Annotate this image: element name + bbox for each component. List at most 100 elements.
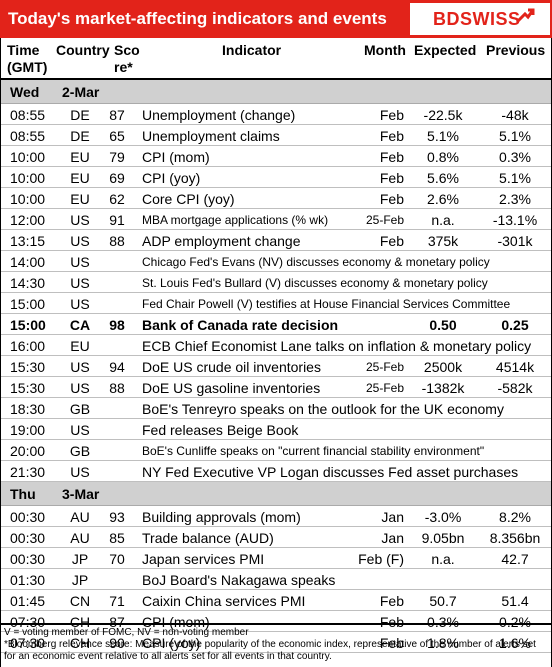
table-row: 10:00 EU 69 CPI (yoy) Feb 5.6% 5.1% — [0, 167, 552, 188]
column-header-score-line1: Sco — [114, 42, 140, 58]
cell-country: EU — [70, 170, 90, 186]
cell-previous: 5.1% — [499, 170, 531, 186]
cell-time: 08:55 — [10, 128, 46, 144]
cell-expected: 0.8% — [427, 149, 459, 165]
table-row: 08:55 DE 87 Unemployment (change) Feb -22.5k -… — [0, 104, 552, 125]
cell-time: 14:00 — [10, 254, 46, 270]
cell-expected: 375k — [427, 233, 459, 249]
cell-country: US — [70, 422, 90, 438]
cell-country: US — [70, 254, 90, 270]
cell-indicator: Chicago Fed's Evans (NV) discusses econo… — [142, 255, 490, 269]
cell-indicator: CPI (mom) — [142, 614, 210, 630]
cell-month: Feb — [379, 170, 404, 186]
column-header-row: Time (GMT) Country Sco re* Indicator Mon… — [0, 38, 552, 80]
cell-country: GB — [69, 443, 91, 459]
cell-expected: -22.5k — [423, 107, 463, 123]
table-body: Wed 2-Mar 08:55 DE 87 Unemployment (change) Fe… — [0, 80, 552, 653]
column-header-expected: Expected — [414, 42, 477, 58]
cell-score: 87 — [109, 107, 125, 123]
cell-country: US — [70, 359, 90, 375]
cell-indicator: CPI (yoy) — [142, 170, 201, 186]
column-header-time: Time (GMT) — [7, 42, 47, 76]
cell-expected: -3.0% — [424, 509, 462, 525]
table-row: 01:30 JP BoJ Board's Nakagawa speaks — [0, 569, 552, 590]
cell-expected: n.a. — [431, 551, 455, 567]
column-header-score-line2: re* — [114, 59, 133, 75]
cell-score: 93 — [109, 509, 125, 525]
cell-previous: 0.25 — [501, 317, 529, 333]
cell-score: 88 — [109, 233, 125, 249]
table-row: 16:00 EU ECB Chief Economist Lane talks on… — [0, 335, 552, 356]
cell-score: 85 — [109, 530, 125, 546]
table-row: 13:15 US 88 ADP employment change Feb 375k -30… — [0, 230, 552, 251]
cell-expected: -1382k — [421, 380, 465, 396]
cell-month: 25-Feb — [365, 381, 404, 395]
cell-country: DE — [70, 128, 90, 144]
cell-time: 10:00 — [10, 191, 46, 207]
cell-indicator: DoE US crude oil inventories — [142, 359, 321, 375]
cell-country: JP — [71, 551, 89, 567]
column-header-score: Sco re* — [114, 42, 140, 76]
day-name: Thu — [10, 486, 36, 502]
cell-indicator: Core CPI (yoy) — [142, 191, 235, 207]
cell-previous: 42.7 — [501, 551, 529, 567]
cell-month: Feb — [379, 614, 404, 630]
cell-month: 25-Feb — [365, 360, 404, 374]
events-table: Time (GMT) Country Sco re* Indicator Mon… — [0, 38, 552, 653]
cell-time: 10:00 — [10, 170, 46, 186]
column-header-indicator: Indicator — [222, 42, 282, 58]
cell-indicator: ADP employment change — [142, 233, 301, 249]
cell-time: 00:30 — [10, 530, 46, 546]
cell-country: AU — [70, 509, 90, 525]
column-header-country: Country — [56, 42, 110, 58]
table-row: 12:00 US 91 MBA mortgage applications (% wk… — [0, 209, 552, 230]
cell-expected: 0.3% — [427, 614, 459, 630]
table-row: 18:30 GB BoE's Tenreyro speaks on the outl… — [0, 398, 552, 419]
cell-time: 01:45 — [10, 593, 46, 609]
cell-expected: n.a. — [431, 212, 455, 228]
cell-month: Feb (F) — [358, 551, 404, 567]
cell-indicator: St. Louis Fed's Bullard (V) discusses ec… — [142, 276, 488, 290]
cell-month: Feb — [379, 191, 404, 207]
cell-time: 08:55 — [10, 107, 46, 123]
day-header: Wed 2-Mar — [0, 80, 552, 104]
footnotes: V = voting member of FOMC, NV = non-voti… — [0, 623, 552, 667]
table-row: 21:30 US NY Fed Executive VP Logan discuss… — [0, 461, 552, 482]
cell-country: JP — [71, 572, 89, 588]
cell-indicator: Fed releases Beige Book — [142, 422, 299, 438]
cell-month: 25-Feb — [365, 213, 404, 227]
cell-expected: 0.50 — [429, 317, 457, 333]
cell-indicator: BoE's Cunliffe speaks on "current financ… — [142, 444, 485, 458]
cell-month: Feb — [379, 635, 404, 651]
cell-previous: 2.3% — [499, 191, 531, 207]
cell-indicator: BoJ Board's Nakagawa speaks — [142, 572, 336, 588]
cell-month: Feb — [379, 128, 404, 144]
table-row: 07:30 CH 87 CPI (mom) Feb 0.3% 0.2% — [0, 611, 552, 632]
table-row: 14:30 US St. Louis Fed's Bullard (V) discu… — [0, 272, 552, 293]
cell-previous: 4514k — [495, 359, 535, 375]
table-row: 00:30 AU 85 Trade balance (AUD) Jan 9.05bn 8.3… — [0, 527, 552, 548]
cell-time: 20:00 — [10, 443, 46, 459]
cell-previous: -48k — [501, 107, 529, 123]
cell-indicator: DoE US gasoline inventories — [142, 380, 321, 396]
day-date: 2-Mar — [62, 84, 100, 100]
cell-country: EU — [70, 149, 90, 165]
cell-score: 65 — [109, 128, 125, 144]
cell-previous: -582k — [497, 380, 533, 396]
cell-time: 07:30 — [10, 614, 46, 630]
cell-expected: 2500k — [423, 359, 463, 375]
cell-indicator: Fed Chair Powell (V) testifies at House … — [142, 297, 511, 311]
cell-previous: -13.1% — [492, 212, 538, 228]
cell-indicator: Unemployment claims — [142, 128, 280, 144]
table-row: 20:00 GB BoE's Cunliffe speaks on "current… — [0, 440, 552, 461]
cell-expected: 5.1% — [427, 128, 459, 144]
cell-time: 15:30 — [10, 380, 46, 396]
cell-score: 88 — [109, 380, 125, 396]
cell-indicator: MBA mortgage applications (% wk) — [142, 213, 329, 227]
cell-previous: -301k — [497, 233, 533, 249]
cell-score: 90 — [109, 635, 125, 651]
cell-country: US — [70, 464, 90, 480]
cell-time: 12:00 — [10, 212, 46, 228]
cell-expected: 50.7 — [429, 593, 457, 609]
cell-indicator: BoE's Tenreyro speaks on the outlook for… — [142, 401, 504, 417]
